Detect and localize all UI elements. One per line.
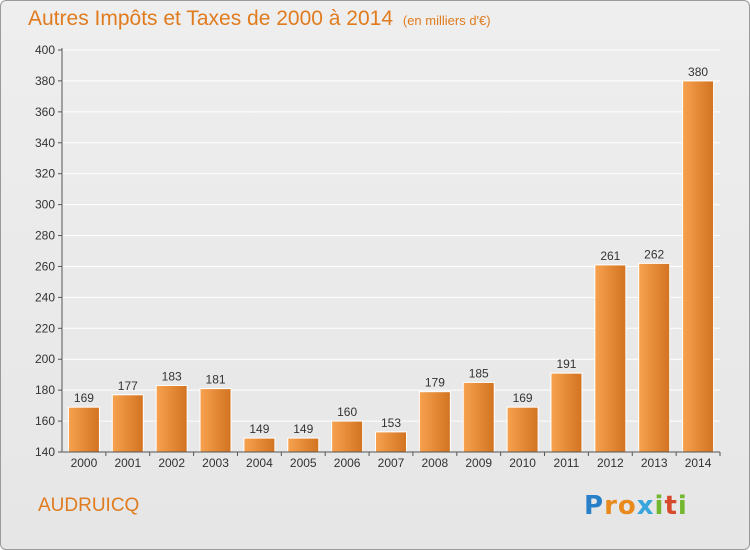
bar-2007 — [375, 431, 407, 453]
data-label: 149 — [249, 422, 269, 436]
x-tick-label: 2005 — [290, 456, 317, 470]
x-tick-label: 2013 — [641, 456, 668, 470]
bar-2001 — [111, 394, 144, 453]
data-label: 261 — [600, 249, 620, 263]
data-label: 160 — [337, 405, 357, 419]
bar-2005 — [287, 437, 320, 453]
x-tick-label: 2000 — [71, 456, 98, 470]
bar-2002 — [155, 385, 188, 453]
logo-letter: r — [604, 491, 618, 521]
y-tick-label: 280 — [35, 229, 55, 243]
data-label: 149 — [293, 422, 313, 436]
bar-2013 — [638, 262, 671, 453]
x-tick-label: 2004 — [246, 456, 273, 470]
bar-2010 — [506, 406, 539, 453]
logo-letter: x — [636, 491, 655, 521]
y-tick-label: 340 — [35, 136, 55, 150]
chart-title-unit: (en milliers d'€) — [402, 13, 491, 28]
data-label: 183 — [162, 370, 182, 384]
y-tick-label: 240 — [35, 290, 55, 304]
x-tick-label: 2006 — [334, 456, 361, 470]
x-tick-label: 2011 — [554, 456, 580, 470]
x-tick-label: 2003 — [202, 456, 229, 470]
data-label: 191 — [556, 357, 576, 371]
x-tick-label: 2014 — [685, 456, 712, 470]
x-tick-label: 2001 — [114, 456, 141, 470]
bar-2014 — [682, 80, 715, 453]
proxiti-logo: Proxiti — [584, 491, 688, 521]
bar-2000 — [67, 406, 100, 453]
chart-title-main: Autres Impôts et Taxes de 2000 à 2014 — [28, 7, 394, 30]
y-tick-label: 380 — [35, 74, 55, 88]
logo-letter: i — [677, 491, 688, 521]
bar-2003 — [199, 388, 232, 453]
y-tick-label: 140 — [35, 445, 55, 459]
logo-letter: P — [584, 491, 605, 521]
y-tick-label: 400 — [35, 43, 55, 57]
x-tick-label: 2002 — [158, 456, 185, 470]
y-tick-label: 360 — [35, 105, 55, 119]
bar-2008 — [418, 391, 451, 453]
bar-2006 — [331, 420, 364, 453]
bar-2004 — [243, 437, 276, 453]
data-label: 169 — [74, 391, 94, 405]
x-tick-label: 2010 — [509, 456, 536, 470]
data-label: 181 — [206, 373, 226, 387]
data-label: 262 — [644, 247, 664, 261]
x-tick-label: 2012 — [597, 456, 624, 470]
axes: 140 160 180 200 220 240 260 280 300 320 340 360 380 4… — [35, 43, 721, 470]
data-label: 179 — [425, 376, 445, 390]
data-label: 169 — [513, 391, 533, 405]
data-label: 380 — [688, 65, 708, 79]
logo-letter: t — [664, 491, 678, 521]
chart-title: Autres Impôts et Taxes de 2000 à 2014 (e… — [28, 7, 491, 31]
y-tick-label: 200 — [35, 352, 55, 366]
y-tick-label: 160 — [35, 414, 55, 428]
data-labels: 169 177 183 181 149 149 160 153 179 185 169 191 261 2… — [74, 65, 708, 436]
logo-letter: o — [617, 491, 637, 521]
bar-2011 — [550, 372, 583, 453]
x-tick-label: 2008 — [422, 456, 449, 470]
data-label: 153 — [381, 416, 401, 430]
bar-2009 — [462, 381, 495, 453]
commune-name: AUDRUICQ — [38, 495, 140, 516]
y-tick-label: 300 — [35, 198, 55, 212]
y-tick-label: 180 — [35, 383, 55, 397]
y-tick-label: 220 — [35, 321, 55, 335]
x-tick-label: 2007 — [378, 456, 405, 470]
y-tick-label: 260 — [35, 259, 55, 273]
bar-2012 — [594, 264, 627, 453]
x-tick-label: 2009 — [465, 456, 492, 470]
data-label: 185 — [469, 366, 489, 380]
y-tick-label: 320 — [35, 167, 55, 181]
data-label: 177 — [118, 379, 138, 393]
bars — [67, 80, 715, 453]
logo-letter: i — [654, 491, 665, 521]
